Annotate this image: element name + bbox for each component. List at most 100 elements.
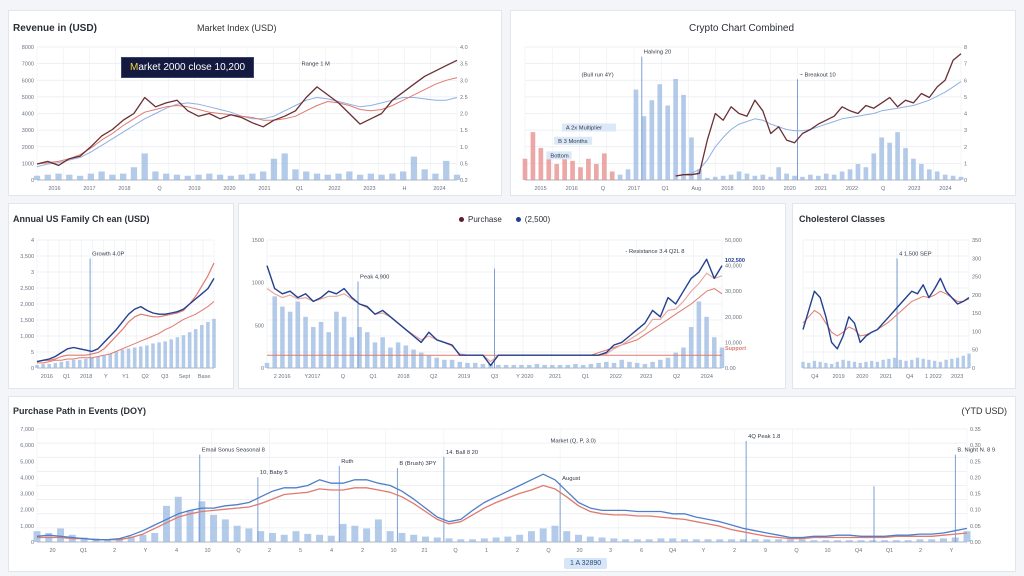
volume-bar [910,359,914,368]
volume-bar [96,356,100,368]
legend-item[interactable]: (2,500) [515,215,550,224]
x-tick-label: Q1 [886,548,893,554]
y-tick-label: 3,500 [20,254,34,260]
volume-bar [657,538,665,542]
volume-bar [944,359,948,368]
x-tick-label: Y1 [122,374,129,380]
x-tick-label: 2022 [328,186,340,192]
y-tick-label: 0.25 [970,459,981,465]
volume-bar [892,357,897,368]
volume-bar [102,355,106,368]
x-tick-label: Q1 [582,374,589,380]
y-tick-label: 2.0 [460,112,468,118]
volume-bar [389,173,396,180]
annotation-label: 10, Baby 5 [260,470,288,476]
x-tick-label: 2023 [908,186,920,192]
x-tick-label: 2018 [397,374,409,380]
annotation-label: Growth 4.0P [92,251,124,257]
y-tick-label: 3,000 [20,492,34,498]
volume-bar [904,540,912,542]
x-tick-label: Q4 [669,548,676,554]
volume-bar [895,132,900,180]
y-tick-label: 5 [964,95,967,101]
volume-bar [57,528,65,542]
volume-bar [433,537,441,542]
volume-bar [839,171,845,180]
volume-bar [967,353,971,368]
volume-bar [351,525,359,542]
annotation-label: Ruth [341,459,353,465]
x-tick-label: 2017 [83,186,95,192]
x-tick-label: 2019 [458,374,470,380]
x-tick-label: 10 [824,548,830,554]
x-tick-label: 2 [361,548,364,554]
volume-bar [195,174,202,180]
y-tick-label: 4 [31,238,34,244]
volume-bar [870,360,874,368]
volume-bar [950,358,954,368]
volume-bar [442,359,447,368]
range-selector[interactable]: 1 A 32890 [564,558,608,569]
y-tick-label: 1,500 [20,318,34,324]
x-tick-label: Q [453,548,458,554]
volume-bar [633,89,639,180]
volume-bar [586,536,594,542]
x-tick-label: 2020 [784,186,796,192]
value-tag: 102,500 [725,258,745,264]
series-line-hdl [802,290,970,337]
chart-legend: Purchase (2,500) [459,215,550,224]
y-tick-label: 2000 [22,145,34,151]
volume-bar [339,523,347,542]
volume-bar [580,364,586,368]
volume-bar [77,359,82,368]
volume-bar [522,158,528,180]
volume-bar [815,175,821,180]
volume-bar [198,501,206,542]
volume-bar [665,105,671,180]
volume-bar [915,357,920,368]
x-tick-label: Q1 [661,186,668,192]
panel-title: Purchase Path in Events (DOY) [13,406,147,416]
volume-bar [697,169,702,180]
purchase-path-panel: Purchase Path in Events (DOY) (YTD USD) … [8,396,1016,572]
volume-bar [114,351,119,368]
volume-bar [257,531,265,542]
x-tick-label: Q4 [855,548,862,554]
volume-bar [496,364,501,368]
volume-bar [633,539,641,542]
legend-item[interactable]: Purchase [459,215,502,224]
x-tick-label: 2016 [41,374,53,380]
volume-bar [875,361,880,368]
y-tick-label: 10,000 [725,340,742,346]
volume-bar [760,174,766,180]
volume-bar [739,539,747,542]
volume-bar [673,78,678,180]
y-tick-label: 1000 [22,161,34,167]
x-tick-label: 2017 [628,186,640,192]
volume-bar [120,173,127,180]
volume-bar [210,514,218,542]
cholesterol-panel: Cholesterol Classes 0 50 100 150 200 250 300 35… [792,203,1016,389]
volume-bar [519,364,524,368]
volume-bar [903,148,908,180]
volume-bar [650,361,655,368]
volume-bar [398,532,406,542]
annotation-label: B 3 Months [558,139,587,145]
volume-bar [141,153,148,180]
x-tick-label: Q2 [673,374,680,380]
x-tick-label: 3 [609,548,612,554]
volume-bar [295,301,301,368]
volume-bar [163,173,170,180]
x-tick-label: 2 [733,548,736,554]
volume-bar [822,540,830,542]
annotation-label: Halving 20 [644,50,671,56]
y-tick-label: 0 [31,366,34,372]
volume-bar [792,175,797,180]
unit-label: (YTD USD) [961,406,1008,416]
volume-bar [434,357,439,368]
volume-bar [87,173,94,180]
y-tick-label: 4,000 [20,475,34,481]
y-tick-label: 5 [31,350,34,356]
volume-bar [879,137,885,180]
x-tick-label: 2016 [566,186,578,192]
